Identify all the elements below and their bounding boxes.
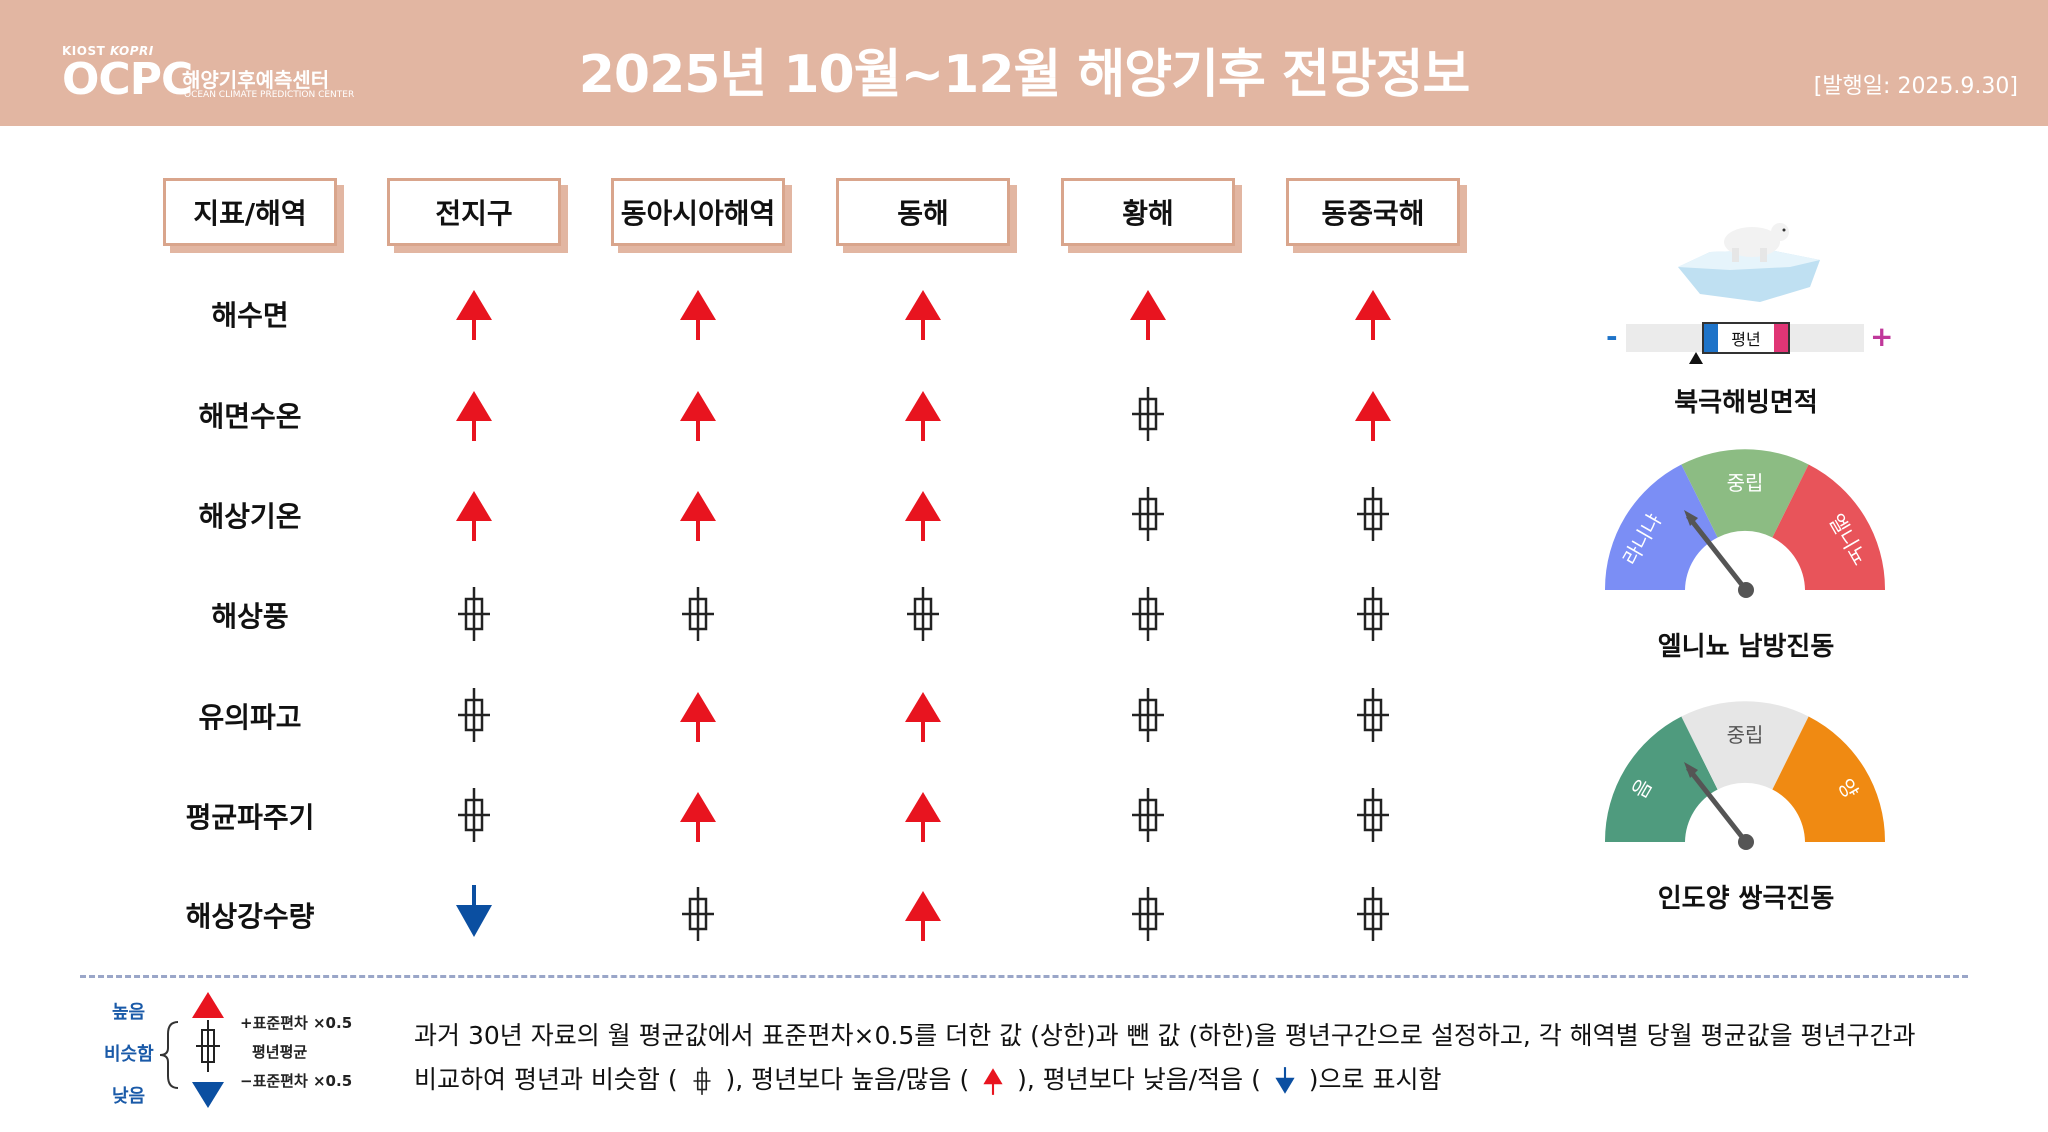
legend-similar-icon — [693, 1067, 711, 1095]
logo-korean-name: 해양기후예측센터 — [182, 68, 330, 92]
column-header: 황해 — [1061, 178, 1235, 246]
similar-range-icon — [1118, 784, 1178, 844]
logo-english-name: OCEAN CLIMATE PREDICTION CENTER — [184, 90, 355, 100]
header-bar: KIOST KOPRI OCPC 해양기후예측센터 OCEAN CLIMATE … — [0, 0, 2048, 126]
column-header: 전지구 — [387, 178, 561, 246]
legend-mean: 평년평균 — [252, 1043, 308, 1061]
up-arrow-icon — [444, 483, 504, 543]
similar-range-icon — [893, 583, 953, 643]
up-arrow-icon — [893, 684, 953, 744]
similar-range-icon — [444, 784, 504, 844]
row-label: 해수면 — [211, 299, 289, 332]
column-header: 동아시아해역 — [611, 178, 785, 246]
legend-divider — [80, 975, 1968, 978]
up-arrow-icon — [444, 383, 504, 443]
similar-range-icon — [1118, 583, 1178, 643]
row-label: 유의파고 — [198, 701, 302, 734]
up-arrow-icon — [668, 483, 728, 543]
arctic-minus: - — [1606, 320, 1618, 353]
polar-bear-icon — [1678, 223, 1820, 302]
logo-ocpc: OCPC — [62, 54, 193, 105]
similar-range-icon — [1343, 583, 1403, 643]
legend-low-label: 낮음 — [112, 1086, 146, 1107]
similar-range-icon — [444, 583, 504, 643]
arctic-plus: + — [1870, 320, 1894, 353]
iod-mid-label: 중립 — [1727, 723, 1764, 747]
arctic-title: 북극해빙면적 — [1674, 388, 1818, 418]
row-label: 평균파주기 — [185, 801, 315, 834]
row-label: 해상강수량 — [185, 900, 315, 933]
similar-range-icon — [1343, 483, 1403, 543]
arctic-normal-label: 평년 — [1731, 330, 1761, 349]
up-arrow-icon — [893, 282, 953, 342]
enso-gauge: 라니냐 중립 엘니뇨 — [1604, 449, 1886, 598]
legend-down-icon — [1275, 1067, 1295, 1094]
iod-title: 인도양 쌍극진동 — [1657, 884, 1835, 914]
column-header: 동중국해 — [1286, 178, 1460, 246]
similar-range-icon — [1343, 684, 1403, 744]
enso-mid-label: 중립 — [1727, 471, 1764, 495]
row-label: 해상기온 — [198, 500, 302, 533]
row-label: 해면수온 — [198, 400, 302, 433]
column-header: 동해 — [836, 178, 1010, 246]
legend-high-label: 높음 — [112, 1002, 146, 1023]
up-arrow-icon — [668, 684, 728, 744]
page-title: 2025년 10월~12월 해양기후 전망정보 — [578, 45, 1471, 105]
arctic-marker-icon — [1689, 352, 1703, 364]
legend-plus-sd: +표준편차 ×0.5 — [240, 1014, 353, 1032]
arctic-normal-box: 평년 — [1702, 322, 1790, 354]
legend-minus-sd: −표준편차 ×0.5 — [240, 1072, 353, 1090]
legend-similar-label: 비슷함 — [104, 1044, 154, 1065]
similar-range-icon — [1343, 883, 1403, 943]
arctic-bar: 평년 — [1626, 322, 1864, 354]
up-arrow-icon — [668, 784, 728, 844]
issue-date: [발행일: 2025.9.30] — [1813, 74, 2018, 99]
up-arrow-icon — [1343, 383, 1403, 443]
up-arrow-icon — [444, 282, 504, 342]
legend-up-icon — [983, 1068, 1003, 1095]
up-arrow-icon — [893, 883, 953, 943]
similar-range-icon — [668, 883, 728, 943]
down-arrow-icon — [444, 883, 504, 943]
similar-range-icon — [1118, 883, 1178, 943]
up-arrow-icon — [893, 383, 953, 443]
up-arrow-icon — [668, 383, 728, 443]
similar-range-icon — [668, 583, 728, 643]
up-arrow-icon — [668, 282, 728, 342]
legend-description-line2: 비교하여 평년과 비슷함 ( ), 평년보다 높음/많음 ( ), 평년보다 낮… — [414, 1060, 1441, 1100]
similar-range-icon — [1118, 684, 1178, 744]
enso-title: 엘니뇨 남방진동 — [1657, 632, 1835, 662]
similar-range-icon — [1343, 784, 1403, 844]
logo-partner-text: KIOST KOPRI — [62, 44, 154, 58]
up-arrow-icon — [893, 784, 953, 844]
row-label: 해상풍 — [211, 600, 289, 633]
legend-description-line1: 과거 30년 자료의 월 평균값에서 표준편차×0.5를 더한 값 (상한)과 … — [414, 1021, 1916, 1050]
similar-range-icon — [1118, 383, 1178, 443]
column-header-corner: 지표/해역 — [163, 178, 337, 246]
legend-brace-icon — [159, 1021, 179, 1089]
similar-range-icon — [444, 684, 504, 744]
up-arrow-icon — [1343, 282, 1403, 342]
up-arrow-icon — [1118, 282, 1178, 342]
up-arrow-icon — [893, 483, 953, 543]
legend-symbol-icon — [192, 992, 224, 1108]
iod-gauge: 음 중립 양 — [1604, 701, 1886, 850]
similar-range-icon — [1118, 483, 1178, 543]
